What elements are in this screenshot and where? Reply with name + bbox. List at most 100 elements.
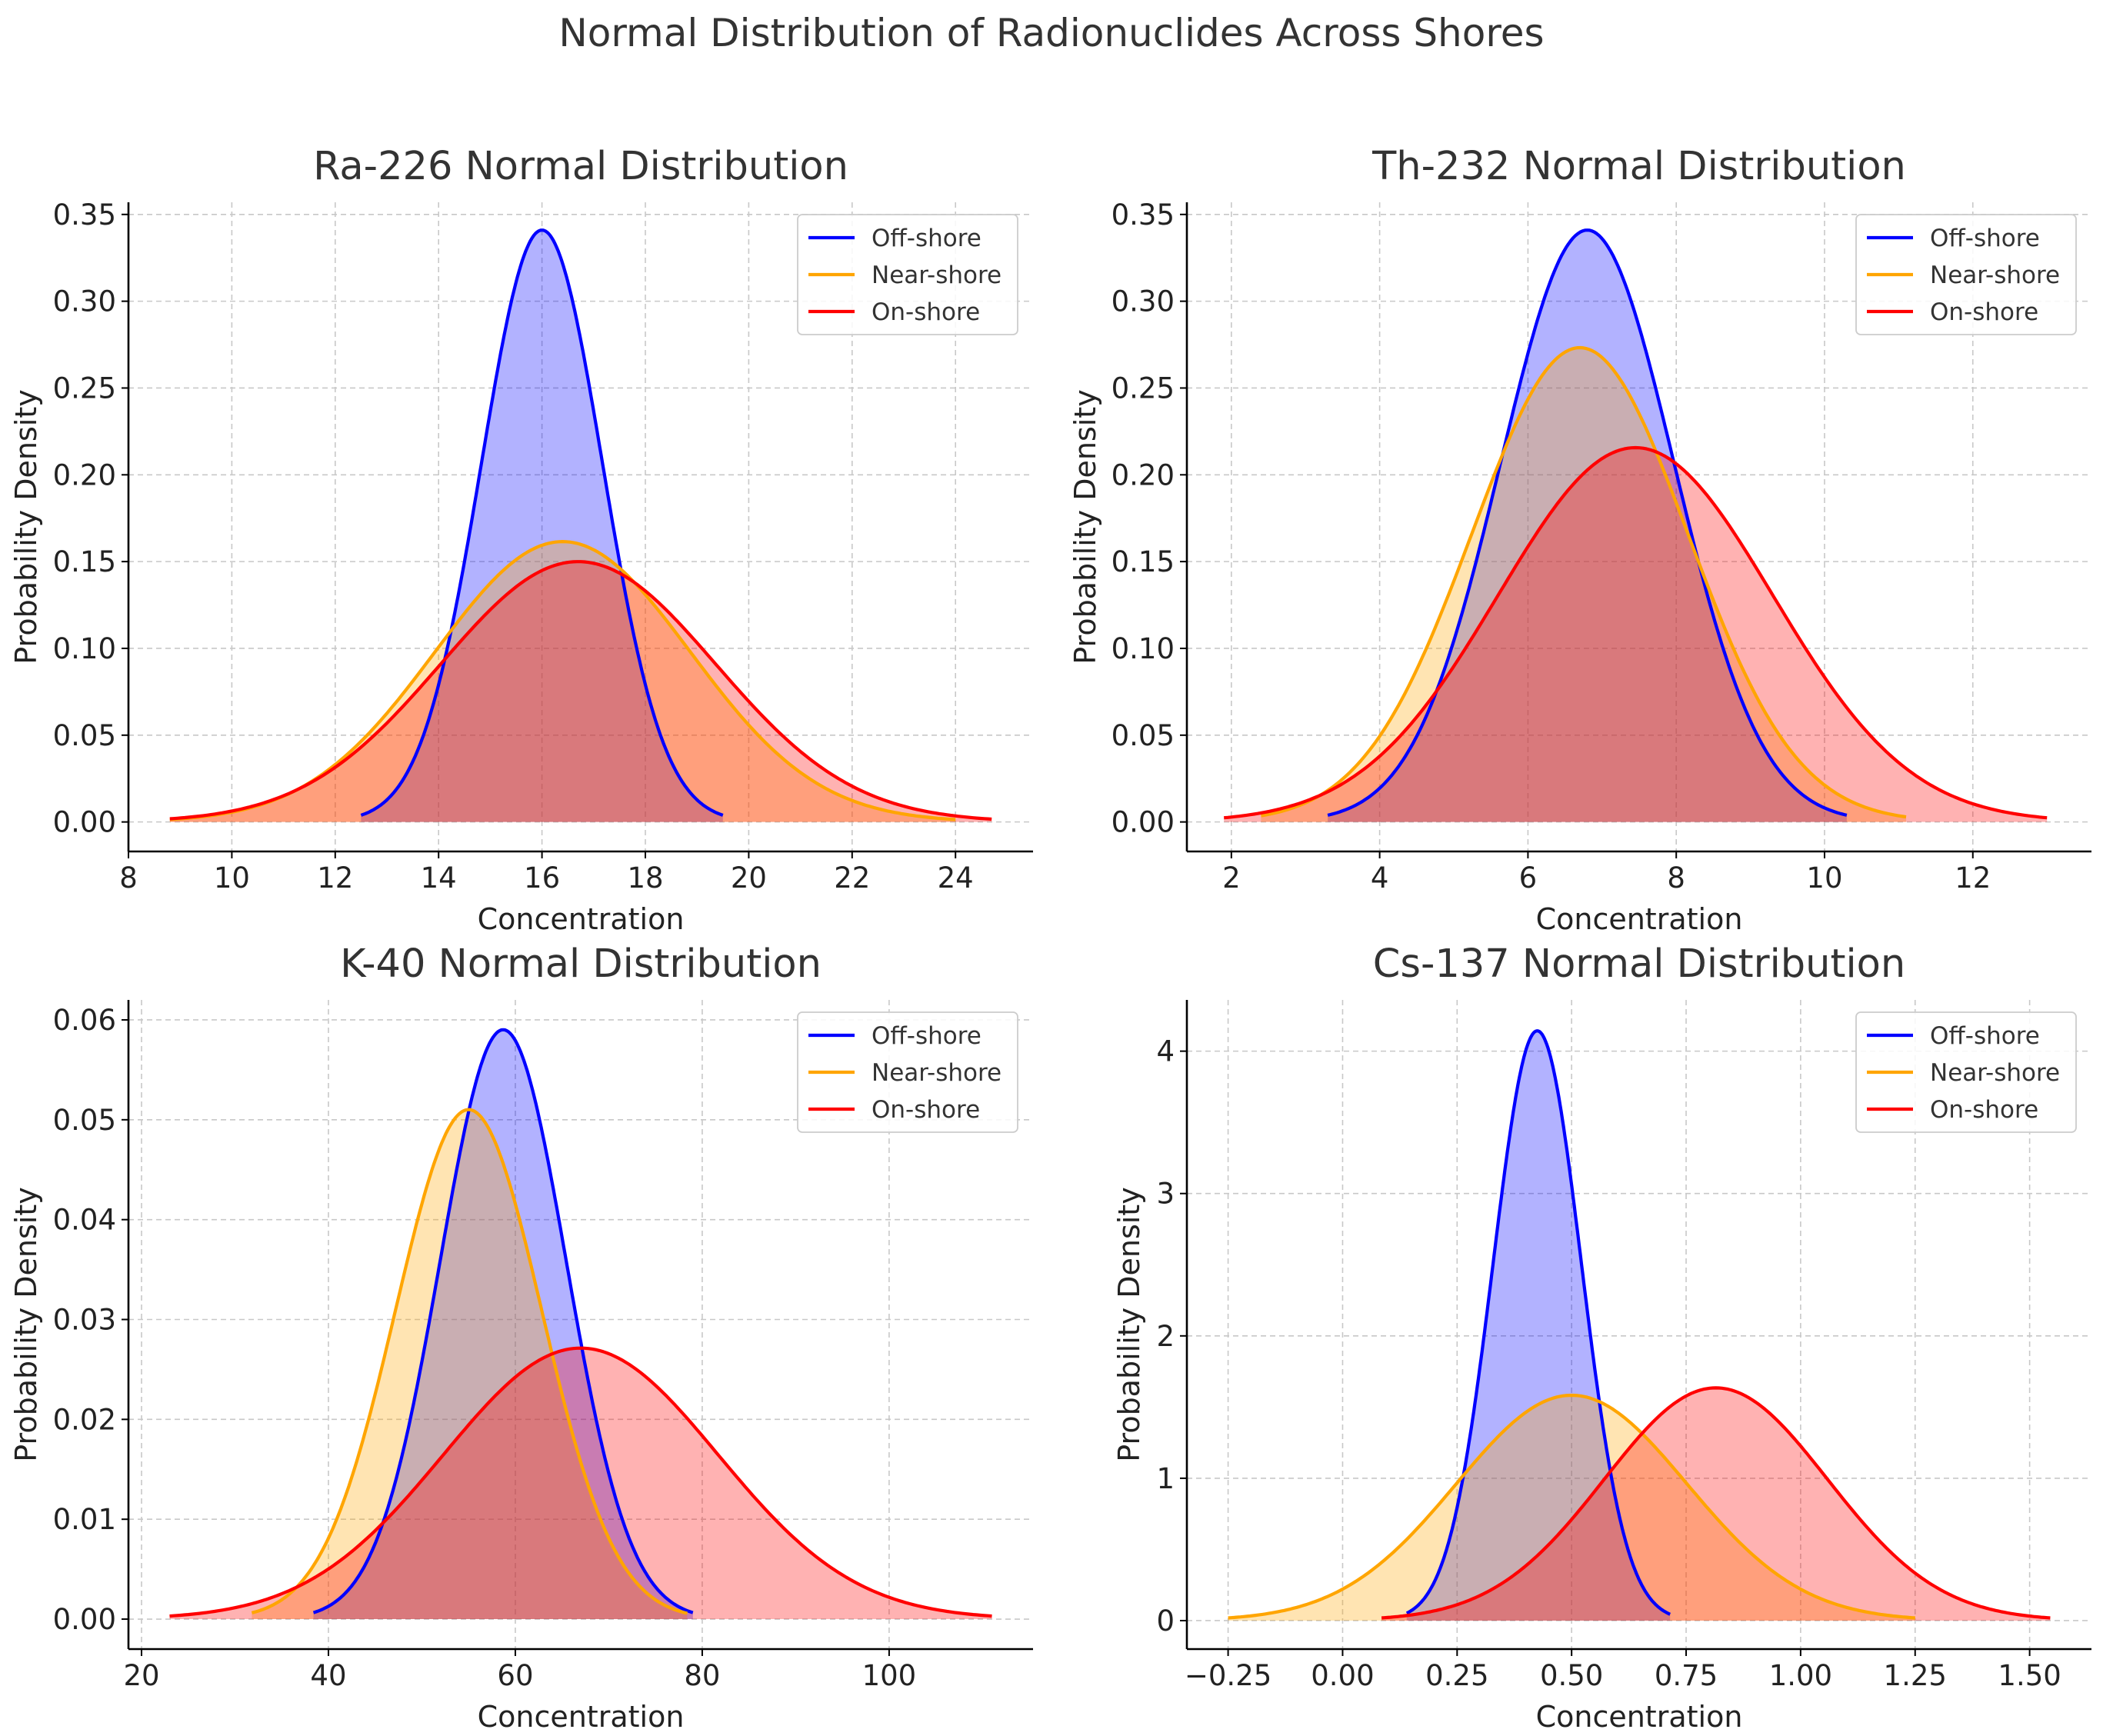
x-tick-label: 20: [123, 1659, 159, 1692]
x-tick-label: 22: [834, 861, 870, 895]
x-tick-label: 12: [317, 861, 353, 895]
x-tick-label: 0.00: [1311, 1659, 1374, 1692]
y-axis-label: Probability Density: [1112, 1187, 1146, 1461]
legend-label-on-shore: On-shore: [1930, 1096, 2038, 1124]
series-line-off-shore: [360, 228, 724, 817]
y-tick-label: 0.15: [53, 545, 116, 578]
y-tick-label: 0.04: [53, 1204, 116, 1237]
x-tick-label: −0.25: [1185, 1659, 1271, 1692]
series-fill-on-shore: [1224, 448, 2048, 822]
x-tick-label: 60: [497, 1659, 533, 1692]
x-tick-label: 1.25: [1884, 1659, 1947, 1692]
series-fill-on-shore: [1381, 1388, 2051, 1621]
y-tick-label: 0.20: [53, 458, 116, 491]
series-fill-off-shore: [313, 1029, 693, 1619]
figure-title: Normal Distribution of Radionuclides Acr…: [558, 11, 1545, 55]
legend: Off-shore Near-shore On-shore: [797, 214, 1018, 335]
series-line-on-shore: [169, 560, 992, 821]
series-line-off-shore: [312, 1028, 694, 1614]
legend-label-near-shore: Near-shore: [872, 262, 1002, 289]
x-tick-label: 4: [1371, 861, 1389, 895]
y-tick-label: 0.00: [1111, 806, 1175, 839]
legend-box: [797, 214, 1018, 335]
x-axis-label: Concentration: [478, 902, 685, 936]
legend-label-near-shore: Near-shore: [1930, 262, 2060, 289]
y-tick-label: 0.02: [53, 1403, 116, 1436]
y-tick-label: 0.05: [53, 719, 116, 752]
x-tick-label: 10: [214, 861, 250, 895]
x-tick-label: 20: [731, 861, 767, 895]
y-tick-label: 0.35: [53, 198, 116, 232]
chart-panel-4: −0.25 0.00 0.25 0.50 0.75 1.00 1.25 1.50 0 1 2 3 4 Cs…: [1112, 941, 2091, 1734]
x-tick-label: 8: [1667, 861, 1685, 895]
series-line-on-shore: [1381, 1386, 2051, 1620]
x-tick-label: 80: [684, 1659, 720, 1692]
series-fill-off-shore: [1406, 1031, 1671, 1621]
x-tick-label: 24: [938, 861, 974, 895]
y-axis-label: Probability Density: [9, 389, 43, 664]
x-tick-label: 16: [524, 861, 560, 895]
series-fill-near-shore: [252, 1109, 688, 1619]
x-tick-label: 0.25: [1425, 1659, 1488, 1692]
series-line-off-shore: [1327, 228, 1848, 817]
plot-area: [1224, 228, 2048, 822]
chart-title: Cs-137 Normal Distribution: [1373, 941, 1905, 987]
y-tick-label: 0.05: [53, 1104, 116, 1137]
y-tick-label: 0.00: [53, 806, 116, 839]
y-tick-label: 4: [1156, 1035, 1175, 1068]
x-tick-label: 12: [1955, 861, 1991, 895]
x-tick-label: 0.50: [1540, 1659, 1603, 1692]
x-tick-label: 1.50: [1998, 1659, 2061, 1692]
series-fill-near-shore: [169, 541, 956, 822]
chart-panel-2: 2 4 6 8 10 12 0.00 0.05 0.10 0.15 0.20 0.25 0.30 0.35…: [1068, 144, 2091, 936]
legend-box: [797, 1011, 1018, 1133]
y-tick-label: 0.06: [53, 1004, 116, 1037]
plot-area: [1228, 1029, 2051, 1621]
x-tick-label: 14: [421, 861, 457, 895]
y-tick-label: 0.05: [1111, 719, 1175, 752]
y-tick-label: 0.01: [53, 1503, 116, 1536]
series-line-on-shore: [1224, 445, 2048, 820]
legend-label-on-shore: On-shore: [872, 1096, 980, 1124]
x-axis-label: Concentration: [1536, 1700, 1743, 1734]
y-axis-label: Probability Density: [1068, 389, 1102, 664]
y-tick-label: 0.20: [1111, 458, 1175, 491]
series-line-near-shore: [251, 1108, 688, 1615]
x-tick-label: 0.75: [1655, 1659, 1718, 1692]
x-tick-label: 100: [862, 1659, 917, 1692]
y-tick-label: 1: [1156, 1462, 1175, 1495]
y-tick-label: 0.25: [1111, 372, 1175, 405]
y-tick-label: 0.35: [1111, 198, 1175, 232]
legend-box: [1855, 1011, 2077, 1133]
legend: Off-shore Near-shore On-shore: [1855, 214, 2077, 335]
series-line-near-shore: [1228, 1393, 1915, 1620]
series-line-off-shore: [1405, 1029, 1671, 1616]
y-tick-label: 0.30: [1111, 285, 1175, 318]
chart-title: Ra-226 Normal Distribution: [313, 144, 848, 189]
x-tick-label: 6: [1519, 861, 1538, 895]
legend-label-off-shore: Off-shore: [872, 1022, 982, 1050]
chart-panel-3: 20 40 60 80 100 0.00 0.01 0.02 0.03 0.04 0.05 0.06 K…: [9, 941, 1033, 1734]
legend-label-off-shore: Off-shore: [872, 225, 982, 252]
y-tick-label: 0.25: [53, 372, 116, 405]
chart-title: Th-232 Normal Distribution: [1371, 144, 1906, 189]
y-tick-label: 0.10: [1111, 632, 1175, 665]
x-tick-label: 1.00: [1769, 1659, 1832, 1692]
series-fill-off-shore: [1328, 230, 1847, 822]
series-fill-on-shore: [169, 1348, 992, 1619]
series-line-near-shore: [1261, 345, 1907, 819]
legend-label-near-shore: Near-shore: [1930, 1059, 2060, 1087]
plot-area: [169, 1028, 992, 1619]
y-tick-label: 0: [1156, 1604, 1175, 1638]
legend-label-on-shore: On-shore: [872, 298, 980, 326]
series-fill-on-shore: [169, 561, 992, 822]
series-fill-off-shore: [361, 230, 723, 822]
chart-panel-1: 8 10 12 14 16 18 20 22 24 0.00 0.05 0.10 0.15 0.20 0.2…: [9, 144, 1033, 936]
x-axis-label: Concentration: [1536, 902, 1743, 936]
plot-area: [169, 228, 992, 822]
legend: Off-shore Near-shore On-shore: [797, 1011, 1018, 1133]
y-tick-label: 2: [1156, 1320, 1175, 1353]
legend-label-near-shore: Near-shore: [872, 1059, 1002, 1087]
y-tick-label: 3: [1156, 1178, 1175, 1211]
